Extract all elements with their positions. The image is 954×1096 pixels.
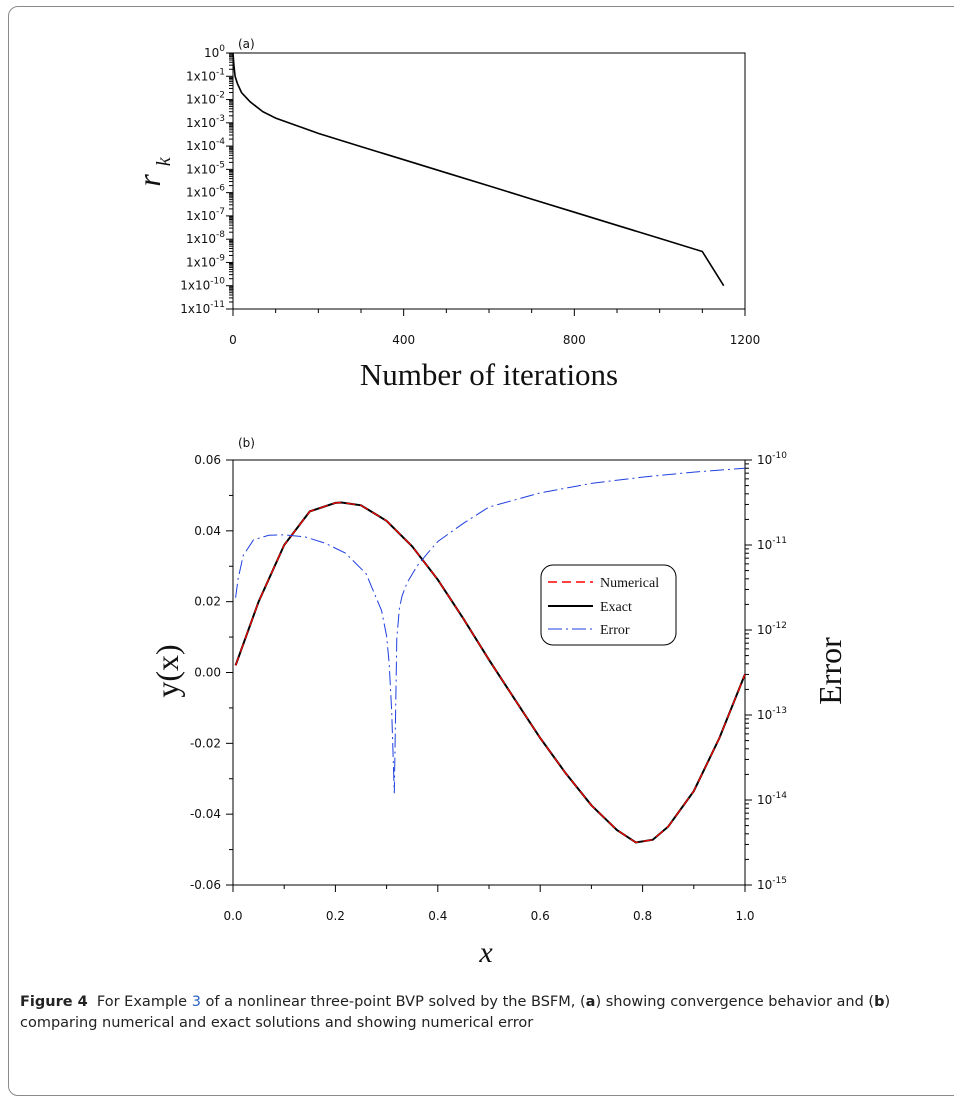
panel-b: (b) 0.06 0.04 0.02 0.00 -0.02 -0.04 -0.06 10-1… — [149, 436, 848, 969]
x-tick-label: 1.0 — [735, 909, 754, 923]
y2-tick-label: 10-12 — [757, 621, 787, 637]
panel-a-plot-area — [232, 52, 746, 310]
panel-a-label: (a) — [238, 37, 255, 51]
y-tick-label: 1x10-10 — [180, 277, 225, 293]
x-tick-label: 1200 — [730, 333, 761, 347]
y-tick-label: 1x10-6 — [186, 184, 225, 200]
y-tick-label: 0.06 — [194, 453, 221, 467]
x-tick-label: 0.2 — [326, 909, 345, 923]
panel-a-y-axis-main: r — [131, 174, 167, 187]
panel-b-label: (b) — [238, 436, 255, 450]
x-tick-label: 0.6 — [531, 909, 550, 923]
y2-tick-label: 10-14 — [757, 791, 787, 807]
panel-a-x-ticks: 0 400 800 1200 — [229, 309, 760, 347]
y-tick-label: 1x10-8 — [186, 230, 225, 246]
y-tick-label: 1x10-1 — [186, 67, 225, 83]
y-tick-label: 1x10-5 — [186, 160, 225, 176]
y-tick-label: -0.04 — [190, 807, 221, 821]
caption-figure-label: Figure 4 — [20, 994, 88, 1010]
legend-box — [540, 564, 677, 646]
error-series-line — [235, 467, 746, 794]
y-tick-label: 1x10-11 — [180, 300, 225, 316]
y-tick-label: 100 — [204, 44, 225, 60]
y-tick-label: 1x10-2 — [186, 91, 225, 107]
panel-a: (a) 100 1x10-1 1x10-2 1x10-3 1x10-4 1x10-5 1x1… — [131, 37, 760, 392]
y-tick-label: 0.02 — [194, 595, 221, 609]
y2-tick-label: 10-11 — [757, 536, 787, 552]
panel-b-x-ticks: 0.0 0.2 0.4 0.6 0.8 1.0 — [223, 885, 755, 923]
y-tick-label: 1x10-3 — [186, 114, 225, 130]
figure-canvas: (a) 100 1x10-1 1x10-2 1x10-3 1x10-4 1x10-5 1x1… — [131, 37, 848, 969]
x-tick-label: 0.8 — [633, 909, 652, 923]
panel-b-y2-axis-label: Error — [812, 637, 848, 705]
legend-exact-label: Exact — [600, 600, 632, 615]
y-tick-label: 1x10-9 — [186, 253, 225, 269]
caption-text-3: ) showing convergence behavior and ( — [595, 994, 875, 1010]
caption-panel-b-ref: b — [874, 994, 885, 1010]
numerical-series-line — [235, 501, 746, 844]
panel-a-y-ticks: 100 1x10-1 1x10-2 1x10-3 1x10-4 1x10-5 1x10-6 1… — [180, 44, 233, 316]
x-tick-label: 800 — [563, 333, 586, 347]
panel-a-y-axis-label: r k — [131, 156, 175, 186]
panel-b-y-axis-label: y(x) — [149, 644, 185, 697]
panel-b-y2-ticks: 10-10 10-11 10-12 10-13 10-14 10-15 — [745, 451, 787, 892]
caption-text-2: of a nonlinear three-point BVP solved by… — [200, 994, 586, 1010]
x-tick-label: 0 — [229, 333, 237, 347]
panel-b-plot-area — [232, 459, 746, 886]
panel-b-x-axis-label: x — [478, 936, 493, 969]
x-tick-label: 0.0 — [223, 909, 242, 923]
x-tick-label: 400 — [392, 333, 415, 347]
panel-a-residual-line — [232, 52, 725, 287]
legend: Numerical Exact Error — [540, 564, 677, 646]
y2-tick-label: 10-15 — [757, 876, 787, 892]
caption-example-link[interactable]: 3 — [191, 994, 201, 1010]
y2-tick-label: 10-10 — [757, 451, 787, 467]
y-tick-label: -0.06 — [190, 878, 221, 892]
caption-text-4: ) comparing numerical and exact solution… — [20, 994, 891, 1031]
caption-text-1: For Example — [96, 994, 192, 1010]
svg-text:r k: r k — [131, 156, 175, 186]
exact-series-line — [234, 501, 746, 844]
caption-panel-a-ref: a — [585, 994, 596, 1010]
y-tick-label: 1x10-4 — [186, 137, 225, 153]
legend-error-label: Error — [600, 623, 630, 638]
panel-b-y-ticks: 0.06 0.04 0.02 0.00 -0.02 -0.04 -0.06 — [190, 453, 233, 892]
y-tick-label: 0.00 — [194, 666, 221, 680]
y-tick-label: 0.04 — [194, 524, 221, 538]
x-tick-label: 0.4 — [428, 909, 447, 923]
panel-a-y-axis-sub: k — [153, 156, 175, 166]
panel-a-x-axis-label: Number of iterations — [360, 357, 618, 392]
y-tick-label: 1x10-7 — [186, 207, 225, 223]
y-tick-label: -0.02 — [190, 736, 221, 750]
legend-numerical-label: Numerical — [600, 576, 659, 591]
figure-caption: Figure 4 For Example 3 of a nonlinear th… — [20, 992, 940, 1034]
y2-tick-label: 10-13 — [757, 706, 787, 722]
